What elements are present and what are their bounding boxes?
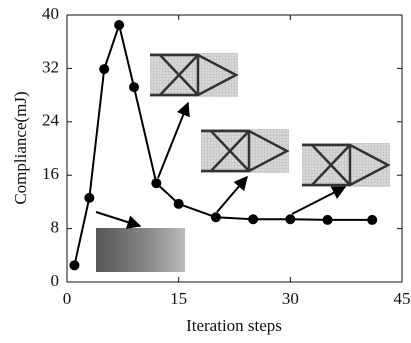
point bbox=[129, 82, 139, 92]
point bbox=[248, 214, 258, 224]
point bbox=[285, 214, 295, 224]
x-tick-label: 45 bbox=[394, 289, 411, 308]
point bbox=[69, 260, 79, 270]
y-tick-label: 16 bbox=[42, 164, 59, 183]
point bbox=[174, 199, 184, 209]
x-axis-label: Iteration steps bbox=[186, 316, 282, 335]
x-tick-label: 15 bbox=[170, 289, 187, 308]
y-tick-label: 0 bbox=[51, 271, 60, 290]
arrow bbox=[96, 212, 140, 226]
insets bbox=[96, 53, 390, 272]
y-tick-label: 40 bbox=[42, 4, 59, 23]
point bbox=[367, 215, 377, 225]
point bbox=[114, 20, 124, 30]
y-axis-label: Compliance(mJ) bbox=[11, 91, 30, 204]
y-tick-label: 32 bbox=[42, 57, 59, 76]
y-tick-label: 24 bbox=[42, 111, 60, 130]
y-tick-label: 8 bbox=[51, 218, 60, 237]
inset-truss bbox=[150, 53, 238, 97]
point bbox=[84, 193, 94, 203]
inset-truss bbox=[302, 143, 390, 187]
arrow bbox=[292, 187, 345, 214]
point bbox=[99, 64, 109, 74]
inset-truss bbox=[201, 129, 289, 173]
point bbox=[323, 215, 333, 225]
page: {"chart_data": {"type": "line", "x_label… bbox=[0, 0, 411, 343]
inset-initial bbox=[96, 228, 185, 272]
arrow bbox=[217, 177, 247, 212]
x-tick-label: 0 bbox=[63, 289, 72, 308]
point bbox=[211, 212, 221, 222]
point bbox=[151, 178, 161, 188]
arrow bbox=[158, 103, 188, 178]
x-tick-label: 30 bbox=[282, 289, 299, 308]
chart: Iteration steps Compliance(mJ) 0 8 16 24 32 4… bbox=[0, 0, 411, 343]
